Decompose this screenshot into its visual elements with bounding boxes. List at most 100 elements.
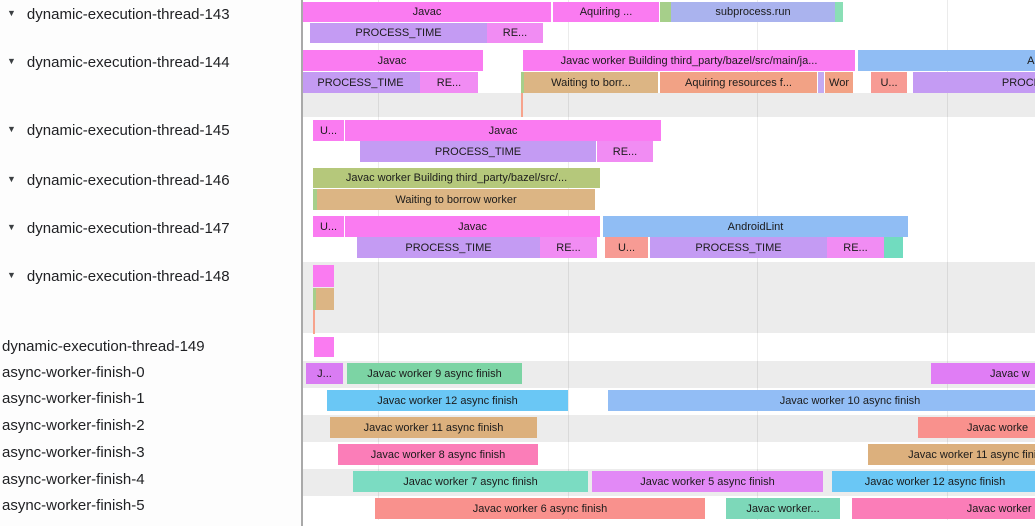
panel-divider[interactable] — [301, 0, 303, 526]
trace-slice[interactable]: Javac worker 9 async finish — [347, 363, 522, 384]
trace-slice[interactable]: Javac — [303, 2, 551, 22]
trace-slice[interactable]: PROCESS_TIME — [301, 72, 420, 93]
slice-label: RE... — [612, 145, 638, 158]
track-label-dynamic-execution-thread-144[interactable]: ▼ dynamic-execution-thread-144 — [7, 53, 230, 72]
trace-slice[interactable]: U... — [313, 216, 344, 237]
track-name-panel: ▼ dynamic-execution-thread-143 ▼ dynamic-ex… — [0, 0, 301, 526]
trace-slice[interactable]: AndroidLint — [858, 50, 1035, 71]
trace-slice[interactable] — [660, 2, 671, 22]
trace-slice[interactable]: PROCESS_TIME — [650, 237, 827, 258]
trace-slice[interactable]: PROCESS_TIME — [310, 23, 487, 43]
track-name: dynamic-execution-thread-149 — [2, 338, 205, 355]
slice-label: RE... — [502, 27, 528, 39]
slice-label: U... — [880, 76, 898, 89]
trace-slice[interactable]: Javac worker 5 async finish — [592, 471, 823, 492]
trace-slice[interactable] — [316, 288, 334, 310]
track-label-dynamic-execution-thread-146[interactable]: ▼ dynamic-execution-thread-146 — [7, 171, 230, 190]
slice-label: Javac worker Building third_party/bazel/… — [345, 172, 568, 184]
track-label-dynamic-execution-thread-145[interactable]: ▼ dynamic-execution-thread-145 — [7, 121, 230, 140]
trace-slice[interactable]: Waiting to borrow worker — [317, 189, 595, 210]
track-label-async-worker-finish-2[interactable]: async-worker-finish-2 — [2, 416, 145, 435]
trace-slice[interactable]: PROCESS_TIME — [913, 72, 1035, 93]
slice-label: Javac worker... — [746, 502, 820, 515]
trace-slice[interactable]: Javac w — [931, 363, 1035, 384]
trace-slice[interactable]: Javac — [301, 50, 483, 71]
trace-slice[interactable]: Javac worker 8 async finish — [852, 498, 1035, 519]
trace-slice[interactable]: Javac worker Building third_party/bazel/… — [523, 50, 855, 71]
trace-slice[interactable]: Javac worker 7 async finish — [353, 471, 588, 492]
slice-label: Javac — [458, 220, 487, 233]
track-label-dynamic-execution-thread-143[interactable]: ▼ dynamic-execution-thread-143 — [7, 5, 230, 24]
collapse-arrow-icon[interactable]: ▼ — [7, 222, 16, 232]
trace-slice[interactable]: Javac worker 11 async finish — [330, 417, 537, 438]
trace-slice[interactable]: U... — [313, 120, 344, 141]
trace-slice[interactable] — [818, 72, 824, 93]
trace-slice[interactable] — [521, 93, 523, 117]
collapse-arrow-icon[interactable]: ▼ — [7, 174, 16, 184]
row-background — [302, 93, 1035, 117]
trace-slice[interactable] — [313, 288, 316, 310]
trace-slice[interactable] — [835, 2, 843, 22]
trace-slice[interactable]: Javac worker 11 async finish — [868, 444, 1035, 465]
trace-slice[interactable] — [521, 72, 524, 93]
track-label-async-worker-finish-4[interactable]: async-worker-finish-4 — [2, 470, 145, 489]
trace-slice[interactable]: Javac worke — [918, 417, 1035, 438]
trace-slice[interactable]: RE... — [487, 23, 543, 43]
track-label-async-worker-finish-3[interactable]: async-worker-finish-3 — [2, 443, 145, 462]
slice-label: PROCESS_TIME — [355, 27, 442, 39]
collapse-arrow-icon[interactable]: ▼ — [7, 124, 16, 134]
trace-slice[interactable]: AndroidLint — [603, 216, 908, 237]
track-label-async-worker-finish-1[interactable]: async-worker-finish-1 — [2, 389, 145, 408]
trace-slice[interactable] — [313, 189, 317, 210]
track-name: async-worker-finish-1 — [2, 390, 145, 407]
slice-label: Javac — [377, 54, 407, 67]
track-label-async-worker-finish-0[interactable]: async-worker-finish-0 — [2, 363, 145, 382]
track-name: dynamic-execution-thread-148 — [26, 268, 230, 285]
trace-slice[interactable]: RE... — [540, 237, 597, 258]
collapse-arrow-icon[interactable]: ▼ — [7, 8, 16, 18]
slice-label: PROCESS_TIME — [434, 145, 522, 158]
slice-label: PROCESS_TIME — [1001, 76, 1035, 89]
trace-slice[interactable] — [313, 310, 315, 334]
trace-slice[interactable]: Javac — [345, 216, 600, 237]
trace-slice[interactable]: U... — [871, 72, 907, 93]
trace-slice[interactable]: Javac worker... — [726, 498, 840, 519]
trace-slice[interactable]: Javac worker 6 async finish — [375, 498, 705, 519]
trace-slice[interactable]: Javac worker 8 async finish — [338, 444, 538, 465]
trace-slice[interactable]: Javac worker 10 async finish — [608, 390, 1035, 411]
slice-label: Javac worker 11 async finish — [363, 421, 504, 434]
collapse-arrow-icon[interactable]: ▼ — [7, 270, 16, 280]
trace-slice[interactable] — [314, 337, 334, 357]
trace-slice[interactable]: PROCESS_TIME — [360, 141, 596, 162]
trace-slice[interactable]: RE... — [420, 72, 478, 93]
slice-label: Javac w — [990, 367, 1030, 380]
track-name: async-worker-finish-5 — [2, 497, 145, 514]
trace-slice[interactable] — [884, 237, 903, 258]
trace-slice[interactable]: J... — [306, 363, 343, 384]
trace-slice[interactable]: Javac — [345, 120, 661, 141]
trace-slice[interactable]: Waiting to borr... — [524, 72, 658, 93]
trace-slice[interactable]: Javac worker Building third_party/bazel/… — [313, 168, 600, 188]
trace-slice[interactable]: RE... — [827, 237, 884, 258]
trace-slice[interactable] — [313, 265, 334, 287]
trace-slice[interactable]: Aquiring ... — [553, 2, 659, 22]
trace-slice[interactable]: RE... — [597, 141, 653, 162]
track-label-dynamic-execution-thread-147[interactable]: ▼ dynamic-execution-thread-147 — [7, 219, 230, 238]
trace-slice[interactable]: Wor — [825, 72, 853, 93]
gridline — [947, 0, 948, 520]
collapse-arrow-icon[interactable]: ▼ — [7, 56, 16, 66]
trace-slice[interactable]: Aquiring resources f... — [660, 72, 817, 93]
track-label-async-worker-finish-5[interactable]: async-worker-finish-5 — [2, 496, 145, 515]
trace-slice[interactable]: PROCESS_TIME — [357, 237, 540, 258]
slice-label: Wor — [829, 76, 849, 89]
slice-label: RE... — [556, 241, 581, 254]
track-label-dynamic-execution-thread-148[interactable]: ▼ dynamic-execution-thread-148 — [7, 267, 230, 286]
track-name: async-worker-finish-2 — [2, 417, 145, 434]
trace-slice[interactable]: Javac worker 12 async finish — [832, 471, 1035, 492]
trace-slice[interactable]: U... — [605, 237, 648, 258]
track-label-dynamic-execution-thread-149[interactable]: dynamic-execution-thread-149 — [2, 337, 205, 356]
trace-slice[interactable]: subprocess.run — [671, 2, 835, 22]
trace-slice[interactable]: Javac worker 12 async finish — [327, 390, 568, 411]
slice-label: Aquiring resources f... — [685, 76, 792, 89]
